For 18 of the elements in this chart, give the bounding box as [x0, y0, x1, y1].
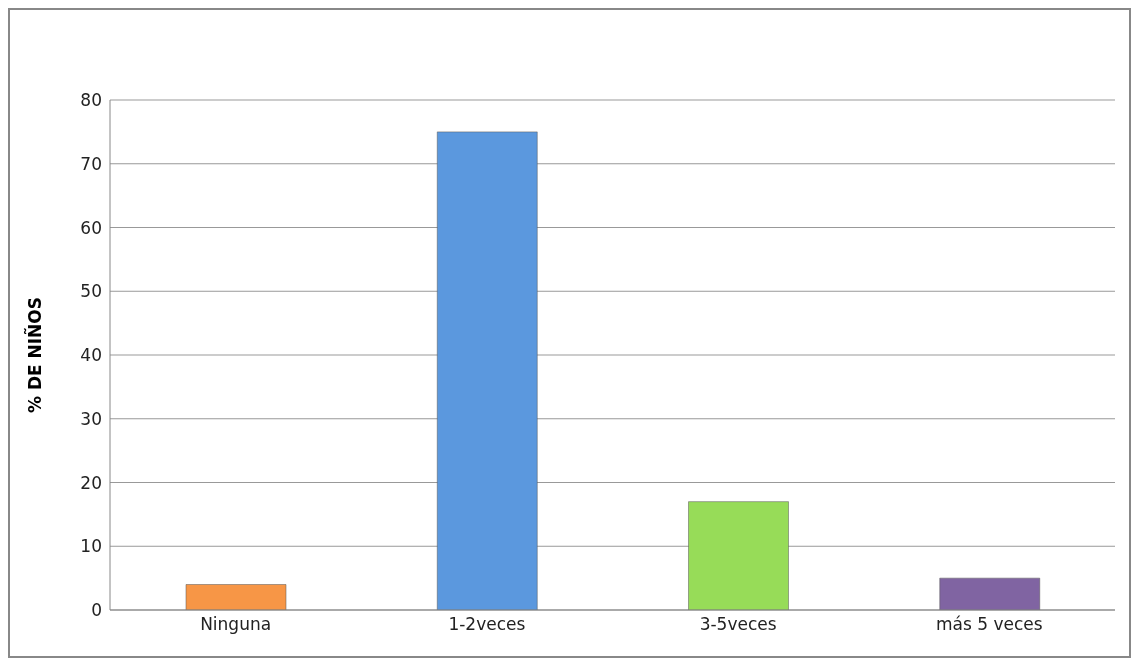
x-tick-label: Ninguna	[200, 614, 272, 635]
x-tick-label: 1-2veces	[448, 614, 526, 635]
bar	[436, 131, 538, 610]
y-axis-title: % DE NIÑOS	[23, 296, 46, 414]
y-tick-label: 60	[80, 217, 102, 238]
y-tick-label: 20	[80, 472, 102, 493]
bar	[939, 577, 1041, 610]
y-tick-label: 80	[80, 90, 102, 111]
x-tick-label: 3-5veces	[699, 614, 777, 635]
x-tick-label: más 5 veces	[936, 614, 1043, 635]
y-tick-label: 0	[91, 600, 102, 621]
y-tick-label: 30	[80, 408, 102, 429]
bar	[688, 501, 789, 610]
y-tick-label: 10	[80, 536, 102, 557]
bar	[185, 584, 287, 610]
y-tick-label: 70	[80, 153, 102, 174]
y-tick-label: 40	[80, 345, 102, 366]
y-tick-label: 50	[80, 281, 102, 302]
